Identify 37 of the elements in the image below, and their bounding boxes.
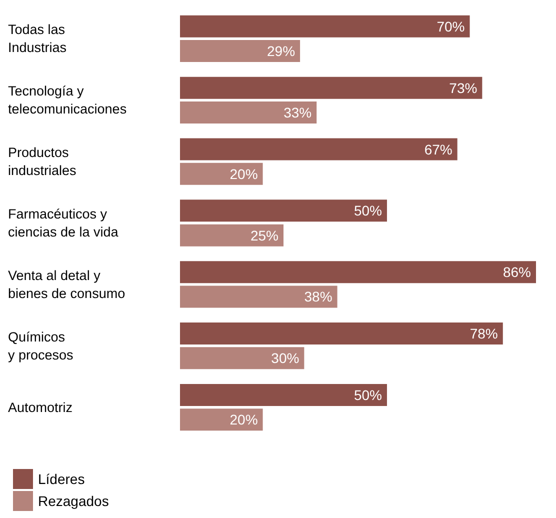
bar xyxy=(180,224,284,246)
data-label: 67% xyxy=(424,141,452,158)
data-label: 50% xyxy=(354,202,382,219)
bar xyxy=(180,347,304,370)
y-tick-label: Tecnología y telecomunicaciones xyxy=(8,84,127,117)
bar xyxy=(180,286,338,308)
data-label: 20% xyxy=(230,166,258,182)
data-label: 20% xyxy=(230,412,258,428)
bar xyxy=(180,200,387,222)
bar xyxy=(180,322,503,345)
bar xyxy=(180,261,536,284)
legend-label: Rezagados xyxy=(38,493,109,509)
y-tick-label: Químicos y procesos xyxy=(8,329,74,362)
bar xyxy=(180,40,300,62)
data-label: 86% xyxy=(502,264,531,280)
y-tick-label: Farmacéuticos y ciencias de la vida xyxy=(8,206,119,240)
y-tick-label: Todas las Industrias xyxy=(8,22,67,56)
bar xyxy=(180,408,263,431)
data-label: 38% xyxy=(304,288,332,305)
bar xyxy=(180,384,387,406)
y-tick-label: Productos industriales xyxy=(8,145,77,178)
data-label: 78% xyxy=(470,326,498,342)
bar xyxy=(180,101,317,124)
bar xyxy=(180,162,263,185)
bar xyxy=(180,138,458,160)
y-tick-label: Venta al detal y bienes de consumo xyxy=(8,268,126,301)
legend-label: Líderes xyxy=(38,471,85,487)
bar xyxy=(180,76,482,99)
data-label: 29% xyxy=(267,43,296,60)
data-label: 25% xyxy=(250,227,278,244)
data-label: 30% xyxy=(271,350,300,366)
data-label: 33% xyxy=(284,104,312,120)
data-label: 70% xyxy=(436,18,465,34)
data-label: 50% xyxy=(354,386,382,403)
y-tick-label: Automotriz xyxy=(8,400,73,415)
bar xyxy=(180,15,470,38)
data-label: 73% xyxy=(449,80,478,96)
